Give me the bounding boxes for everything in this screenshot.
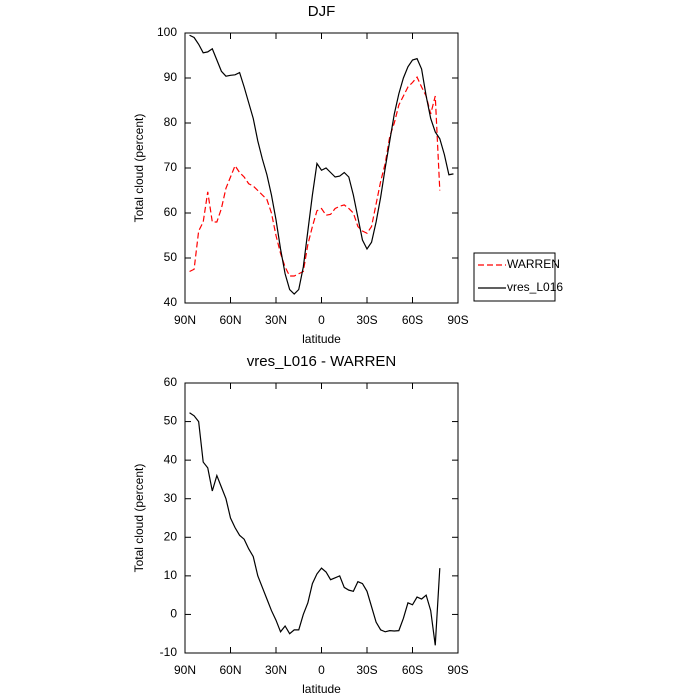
x-tick-label: 30N (265, 663, 287, 677)
y-tick-label: 60 (164, 375, 178, 389)
x-tick-label: 0 (318, 313, 325, 327)
x-tick-label: 60S (402, 663, 423, 677)
y-axis-label: Total cloud (percent) (132, 464, 146, 573)
x-axis-label: latitude (302, 682, 341, 696)
y-tick-label: 100 (157, 25, 177, 39)
y-tick-label: 20 (164, 529, 178, 543)
y-axis-label: Total cloud (percent) (132, 114, 146, 223)
y-tick-label: 40 (164, 295, 178, 309)
data-line (189, 34, 454, 295)
y-tick-label: 50 (164, 250, 178, 264)
plot-frame (184, 32, 459, 304)
x-tick-label: 60N (219, 663, 241, 677)
x-axis-label: latitude (302, 332, 341, 346)
chart-title: vres_L016 - WARREN (247, 353, 397, 370)
y-tick-label: 60 (164, 205, 178, 219)
x-tick-label: 30N (265, 313, 287, 327)
x-tick-label: 90N (174, 663, 196, 677)
chart-title: DJF (308, 3, 336, 20)
x-tick-label: 30S (356, 663, 377, 677)
data-line (189, 75, 441, 277)
legend-label: WARREN (507, 257, 560, 271)
y-tick-label: 80 (164, 115, 178, 129)
y-tick-label: 30 (164, 491, 178, 505)
y-tick-label: 10 (164, 568, 178, 582)
y-tick-label: 70 (164, 160, 178, 174)
data-line (189, 412, 441, 646)
y-tick-label: 90 (164, 70, 178, 84)
x-tick-label: 0 (318, 663, 325, 677)
y-tick-label: 40 (164, 452, 178, 466)
y-tick-label: 0 (170, 607, 177, 621)
x-tick-label: 60N (219, 313, 241, 327)
y-tick-label: 50 (164, 414, 178, 428)
y-tick-label: -10 (160, 645, 178, 659)
plot-frame (184, 382, 459, 654)
legend-label: vres_L016 (507, 280, 563, 294)
legend-box (473, 252, 556, 302)
x-tick-label: 90S (447, 663, 468, 677)
x-tick-label: 90S (447, 313, 468, 327)
x-tick-label: 60S (402, 313, 423, 327)
x-tick-label: 90N (174, 313, 196, 327)
x-tick-label: 30S (356, 313, 377, 327)
